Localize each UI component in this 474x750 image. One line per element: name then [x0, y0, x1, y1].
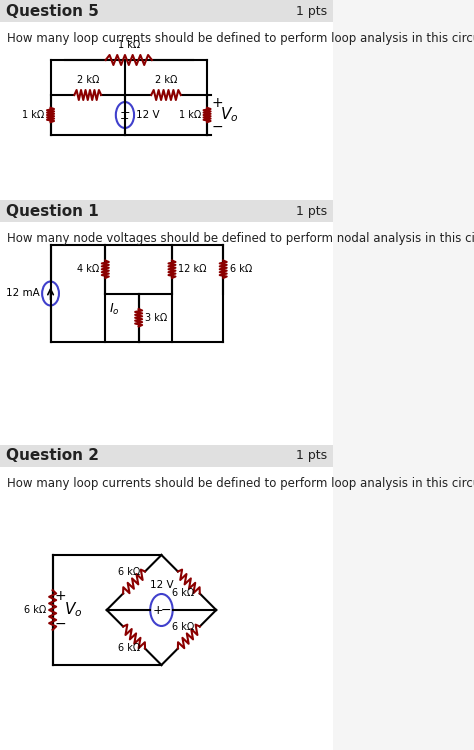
Text: 6 kΩ: 6 kΩ — [173, 622, 195, 632]
Text: Question 2: Question 2 — [6, 448, 99, 464]
FancyBboxPatch shape — [0, 467, 333, 750]
Text: 1 pts: 1 pts — [296, 449, 327, 463]
Text: How many loop currents should be defined to perform loop analysis in this circui: How many loop currents should be defined… — [7, 477, 474, 490]
Text: −: − — [120, 114, 129, 124]
Text: +: + — [153, 604, 163, 616]
Text: 12 V: 12 V — [150, 580, 173, 590]
FancyBboxPatch shape — [0, 222, 333, 465]
Text: 4 kΩ: 4 kΩ — [77, 264, 99, 274]
Text: 1 pts: 1 pts — [296, 4, 327, 17]
Text: 6 kΩ: 6 kΩ — [118, 643, 140, 653]
Text: 1 kΩ: 1 kΩ — [118, 40, 140, 50]
Text: −: − — [160, 604, 171, 616]
Text: How many loop currents should be defined to perform loop analysis in this circui: How many loop currents should be defined… — [7, 32, 474, 45]
Text: +: + — [119, 106, 130, 118]
Text: Question 1: Question 1 — [6, 203, 99, 218]
FancyBboxPatch shape — [0, 0, 333, 220]
Text: 1 kΩ: 1 kΩ — [22, 110, 44, 120]
Text: −: − — [55, 617, 66, 631]
Text: 12 mA: 12 mA — [6, 289, 39, 298]
Text: 6 kΩ: 6 kΩ — [173, 588, 195, 598]
Text: 2 kΩ: 2 kΩ — [155, 75, 177, 85]
Text: 2 kΩ: 2 kΩ — [77, 75, 99, 85]
Text: $V_o$: $V_o$ — [220, 106, 238, 124]
Text: +: + — [55, 589, 66, 603]
FancyBboxPatch shape — [0, 445, 333, 467]
Text: 12 kΩ: 12 kΩ — [178, 264, 207, 274]
FancyBboxPatch shape — [0, 200, 333, 222]
Text: 6 kΩ: 6 kΩ — [118, 567, 140, 577]
Text: $I_o$: $I_o$ — [109, 302, 119, 316]
Text: 12 V: 12 V — [136, 110, 160, 120]
Text: 1 kΩ: 1 kΩ — [179, 110, 201, 120]
Text: Question 5: Question 5 — [6, 4, 99, 19]
Text: 6 kΩ: 6 kΩ — [229, 264, 252, 274]
FancyBboxPatch shape — [0, 0, 333, 22]
Text: −: − — [211, 120, 223, 134]
Text: How many node voltages should be defined to perform nodal analysis in this circu: How many node voltages should be defined… — [7, 232, 474, 245]
Text: +: + — [211, 96, 223, 110]
Text: 6 kΩ: 6 kΩ — [24, 605, 46, 615]
Text: $V_o$: $V_o$ — [64, 601, 82, 619]
Text: 3 kΩ: 3 kΩ — [145, 313, 167, 322]
Text: 1 pts: 1 pts — [296, 205, 327, 218]
